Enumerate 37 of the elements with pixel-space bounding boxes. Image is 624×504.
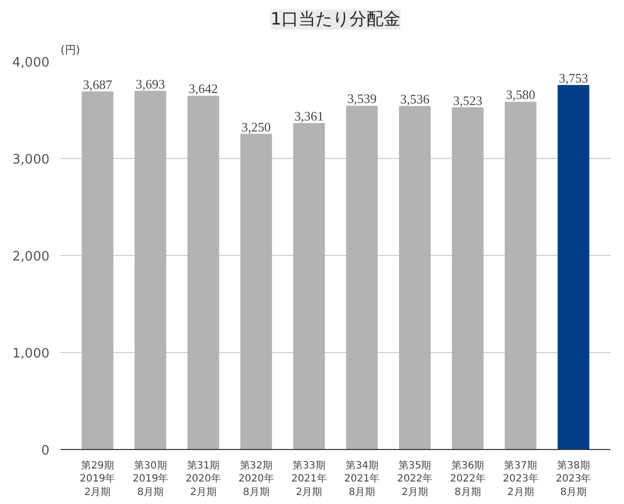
y-tick-label: 0 — [41, 444, 50, 458]
x-tick-label: 第37期 2023年 2月期 — [502, 460, 538, 498]
data-label: 3,361 — [294, 108, 324, 124]
bar — [452, 107, 484, 450]
x-tick-label: 第36期 2022年 8月期 — [450, 460, 486, 498]
bar — [558, 84, 590, 450]
x-tick-label: 第35期 2022年 2月期 — [397, 460, 433, 498]
x-tick-label: 第38期 2023年 8月期 — [556, 460, 592, 498]
y-axis-title: (円) — [60, 44, 80, 56]
bar — [187, 96, 220, 450]
x-tick-label: 第32期 2020年 8月期 — [238, 460, 274, 498]
y-tick-label: 2,000 — [12, 250, 50, 264]
data-label: 3,687 — [82, 76, 113, 92]
data-label: 3,693 — [136, 76, 166, 92]
bar — [240, 134, 272, 450]
bar — [504, 102, 536, 450]
x-tick-label: 第30期 2019年 8月期 — [132, 460, 168, 498]
bar — [293, 122, 325, 450]
data-label: 3,539 — [347, 91, 377, 106]
data-label: 3,250 — [242, 119, 271, 134]
x-tick-label: 第31期 2020年 2月期 — [186, 460, 222, 498]
chart-title: 1口当たり分配金 — [270, 10, 400, 30]
data-label: 3,642 — [188, 81, 218, 96]
y-tick-label: 4,000 — [12, 56, 50, 70]
x-tick-label: 第34期 2021年 8月期 — [344, 460, 380, 498]
data-label: 3,523 — [453, 92, 482, 108]
bar — [82, 91, 114, 450]
bar — [398, 106, 431, 450]
y-tick-label: 3,000 — [12, 152, 50, 168]
data-label: 3,753 — [558, 70, 588, 86]
bar — [346, 106, 378, 450]
x-tick-label: 第33期 2021年 2月期 — [291, 460, 327, 498]
y-tick-label: 1,000 — [12, 346, 50, 362]
data-label: 3,580 — [506, 87, 536, 102]
bar — [134, 90, 166, 450]
x-tick-label: 第29期 2019年 2月期 — [80, 460, 116, 498]
data-label: 3,536 — [400, 92, 430, 107]
